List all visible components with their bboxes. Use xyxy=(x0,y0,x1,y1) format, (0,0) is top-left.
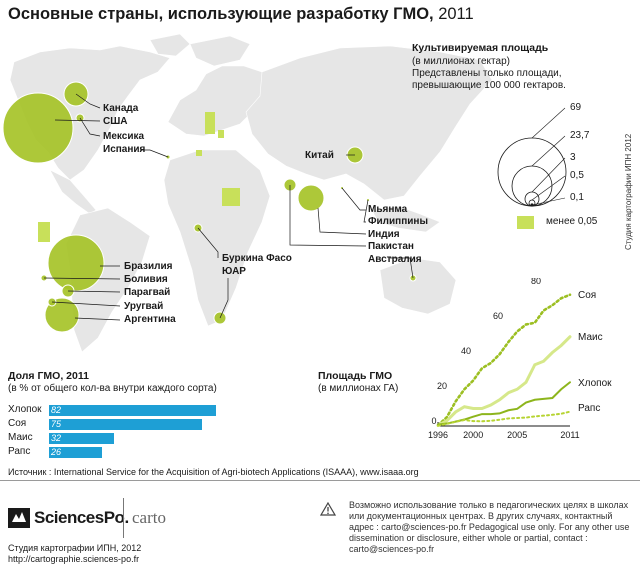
share-title: Доля ГМО, 2011 xyxy=(8,370,89,382)
y-tick-label: 20 xyxy=(437,381,447,391)
argentina-circle xyxy=(44,297,80,333)
x-tick-label: 2000 xyxy=(463,430,483,440)
share-label: Рапс xyxy=(8,446,31,457)
studio-credit: Студия картографии ИПН, 2012 http://cart… xyxy=(8,543,142,564)
area-title: Площадь ГМО xyxy=(318,370,393,382)
label-australia: Австралия xyxy=(368,254,422,265)
share-bar xyxy=(49,405,216,416)
label-spain: Испания xyxy=(103,144,146,155)
series-label: Соя xyxy=(578,290,596,301)
label-uruguay: Уругвай xyxy=(124,301,164,312)
label-myanmar: Мьянма xyxy=(368,204,408,215)
share-label: Соя xyxy=(8,418,27,429)
series-label: Маис xyxy=(578,332,603,343)
legend-circle-69 xyxy=(497,137,567,207)
europe-area-1 xyxy=(205,112,215,134)
share-value: 32 xyxy=(51,433,62,443)
legend-circles xyxy=(497,107,567,207)
share-label: Маис xyxy=(8,432,33,443)
legend-value-23: 23,7 xyxy=(570,130,590,141)
spain-area xyxy=(196,150,202,156)
legend-small-swatch xyxy=(517,216,534,229)
label-pakistan: Пакистан xyxy=(368,241,414,252)
label-mexico: Мексика xyxy=(103,131,145,142)
label-philippines: Филиппины xyxy=(368,216,428,227)
sciencespo-logo: SciencesPo. xyxy=(34,508,129,527)
y-tick-label: 60 xyxy=(493,311,503,321)
carto-logo: carto xyxy=(132,508,166,527)
legend-value-01: 0,1 xyxy=(570,192,584,203)
warning-icon xyxy=(320,502,336,516)
studio-vertical: Студия картографии ИПН 2012 xyxy=(624,133,633,250)
india-circle xyxy=(297,184,325,212)
legend-value-3: 3 xyxy=(570,152,576,163)
page-title: Основные страны, использующие разработку… xyxy=(8,5,474,23)
x-tick-label: 1996 xyxy=(428,430,448,440)
label-brazil: Бразилия xyxy=(124,261,173,272)
series-label: Рапс xyxy=(578,403,600,414)
label-bolivia: Боливия xyxy=(124,274,168,285)
usa-circle xyxy=(2,92,74,164)
share-subtitle: (в % от общего кол-ва внутри каждого сор… xyxy=(8,383,217,394)
label-burkina: Буркина Фасо xyxy=(222,253,292,264)
world-map xyxy=(2,33,493,353)
egypt-area xyxy=(222,188,240,206)
sciencespo-logo-icon xyxy=(8,508,30,528)
label-china: Китай xyxy=(305,150,334,161)
label-argentina: Аргентина xyxy=(124,314,176,325)
legend-value-69: 69 xyxy=(570,102,582,113)
share-value: 75 xyxy=(51,419,62,429)
share-bar xyxy=(49,419,202,430)
share-bar-chart: Хлопок 82 Соя 75 Маис 32 Рапс 26 xyxy=(0,404,300,464)
y-tick-label: 0 xyxy=(431,416,436,426)
series-line xyxy=(436,293,572,427)
leader-lines xyxy=(43,93,414,321)
area-subtitle: (в миллионах ГА) xyxy=(318,383,399,394)
europe-area-2 xyxy=(218,130,224,138)
y-tick-label: 40 xyxy=(461,346,471,356)
series-line xyxy=(437,410,571,427)
x-tick-label: 2011 xyxy=(560,430,579,440)
series-label: Хлопок xyxy=(578,378,612,389)
brazil-circle xyxy=(47,234,105,292)
label-india: Индия xyxy=(368,229,400,240)
series-line xyxy=(436,335,572,427)
legend-subtitle: (в миллионах гектар) xyxy=(412,56,510,67)
legend-note: Представлены только площади, превышающие… xyxy=(412,68,566,91)
share-bar xyxy=(49,433,115,444)
label-paraguay: Парагвай xyxy=(124,287,171,298)
country-circles xyxy=(2,81,417,333)
legend-small-label: менее 0,05 xyxy=(546,216,598,227)
legend-title: Культивируемая площадь xyxy=(412,42,549,54)
label-canada: Канада xyxy=(103,103,139,114)
usage-notice: Возможно использование только в педагоги… xyxy=(349,500,630,554)
logo-divider xyxy=(123,498,124,538)
area-line-chart: 0 20 40 60 80 1996 2000 2005 2011 Соя Маис Хлопок Ра… xyxy=(428,278,612,440)
y-tick-label: 80 xyxy=(531,278,541,286)
source-note: Источник : International Service for the… xyxy=(8,467,419,477)
footer-divider xyxy=(0,480,640,481)
c-america-area xyxy=(38,222,50,242)
small-gmo-areas xyxy=(38,112,240,242)
legend-value-05: 0,5 xyxy=(570,170,584,181)
share-bar xyxy=(49,447,102,458)
share-value: 82 xyxy=(51,405,62,415)
share-value: 26 xyxy=(51,447,62,457)
x-tick-label: 2005 xyxy=(507,430,527,440)
share-label: Хлопок xyxy=(8,404,42,415)
label-usa: США xyxy=(103,116,128,127)
label-sa: ЮАР xyxy=(222,266,246,277)
